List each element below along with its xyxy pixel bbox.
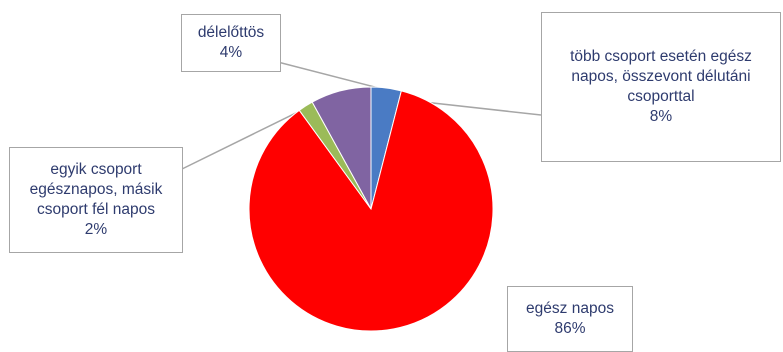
slice-egyik-csoport-leader-line bbox=[179, 107, 308, 171]
data-label-tobb-line-4: 8% bbox=[649, 108, 673, 125]
data-label-delelottos-line-1: délelőttös bbox=[197, 24, 265, 41]
data-label-delelottos: délelőttös 4% bbox=[181, 14, 281, 72]
slice-egesz-napos bbox=[248, 90, 494, 332]
data-label-tobb-csoport: több csoport esetén egész napos, összevo… bbox=[541, 12, 781, 162]
data-label-tobb-line-2: napos, összevont délutáni bbox=[571, 68, 751, 85]
data-label-egesz-line-1: egész napos bbox=[526, 300, 614, 317]
data-label-tobb-line-3: csoporttal bbox=[627, 88, 695, 105]
slice-tobb-csoport bbox=[311, 86, 372, 210]
slice-delelottos-leader-line bbox=[269, 59, 387, 91]
data-label-egesz-napos: egész napos 86% bbox=[507, 286, 633, 352]
data-label-delelottos-line-2: 4% bbox=[219, 44, 243, 61]
pie-slices bbox=[248, 86, 494, 332]
data-label-egyik-line-3: csoport fél napos bbox=[36, 201, 156, 218]
data-label-tobb-line-1: több csoport esetén egész bbox=[570, 48, 752, 65]
data-label-egyik-csoport: egyik csoport egésznapos, másik csoport … bbox=[9, 147, 183, 253]
data-label-egyik-line-2: egésznapos, másik bbox=[29, 181, 163, 198]
data-label-egyik-line-4: 2% bbox=[84, 221, 108, 238]
data-label-egesz-line-2: 86% bbox=[554, 320, 586, 337]
data-label-egyik-line-1: egyik csoport bbox=[50, 161, 142, 178]
